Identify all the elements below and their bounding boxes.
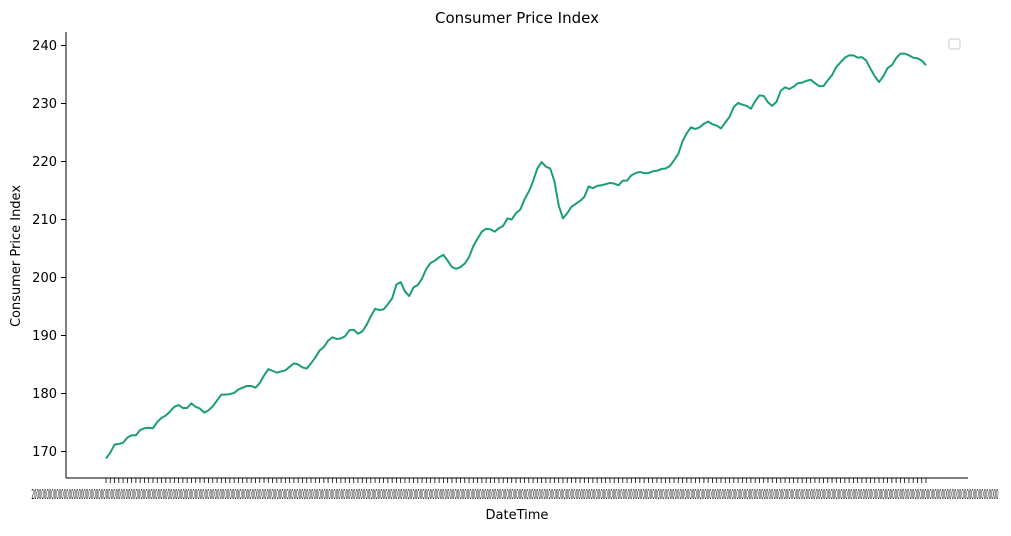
cpi-series-line — [105, 52, 927, 460]
x-tick-labels: 2000000000000000000000000000000000000000… — [32, 488, 999, 503]
y-tick-label: 170 — [32, 445, 57, 460]
y-tick-label: 180 — [32, 387, 57, 402]
y-tick-label: 200 — [32, 271, 57, 286]
y-tick-label: 230 — [32, 97, 57, 112]
legend-box — [948, 38, 961, 50]
chart-title: Consumer Price Index — [435, 9, 599, 27]
y-tick-label: 220 — [32, 155, 57, 170]
y-tick-label: 240 — [32, 39, 57, 54]
y-tick-label: 190 — [32, 329, 57, 344]
x-axis-ticks — [105, 478, 927, 483]
x-axis-label: DateTime — [486, 508, 549, 523]
y-axis-label: Consumer Price Index — [9, 185, 24, 327]
y-axis-ticks: 170 180 190 200 210 220 230 240 — [32, 39, 66, 460]
y-tick-label: 210 — [32, 213, 57, 228]
